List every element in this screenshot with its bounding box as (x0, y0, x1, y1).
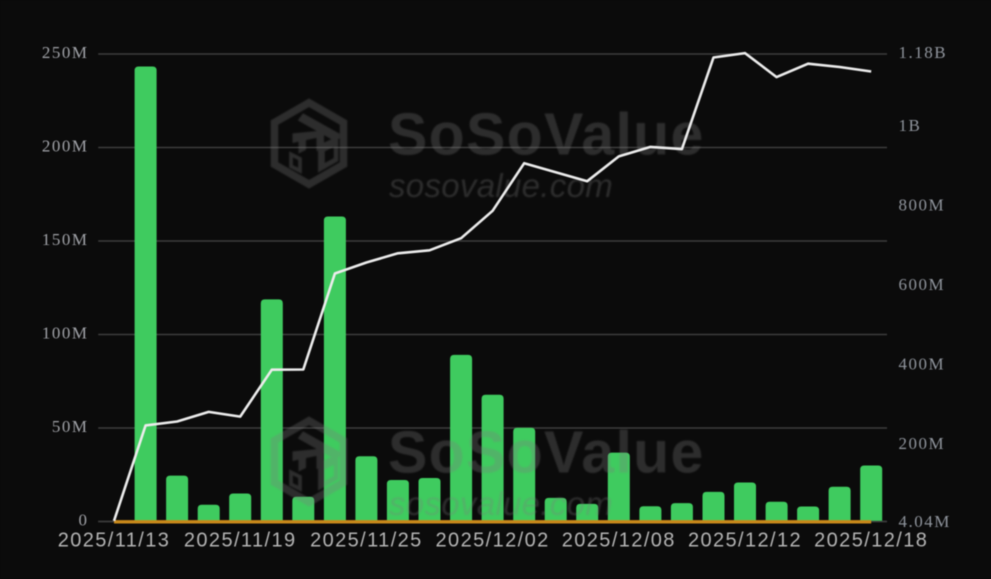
svg-text:2025/12/18: 2025/12/18 (814, 530, 928, 552)
svg-text:0: 0 (79, 511, 89, 530)
svg-text:2025/12/08: 2025/12/08 (562, 530, 676, 552)
svg-text:2025/11/13: 2025/11/13 (58, 530, 171, 552)
svg-text:2025/11/19: 2025/11/19 (184, 530, 297, 552)
svg-text:1B: 1B (899, 116, 922, 135)
svg-text:250M: 250M (42, 43, 89, 62)
svg-text:200M: 200M (899, 434, 946, 453)
svg-text:150M: 150M (42, 230, 89, 249)
svg-text:600M: 600M (899, 275, 946, 294)
svg-text:50M: 50M (52, 417, 89, 436)
svg-text:200M: 200M (42, 137, 89, 156)
svg-text:2025/12/12: 2025/12/12 (688, 530, 802, 552)
svg-text:SoSoValue: SoSoValue (388, 102, 705, 168)
svg-text:2025/12/02: 2025/12/02 (436, 530, 550, 552)
svg-text:2025/11/25: 2025/11/25 (310, 530, 423, 552)
svg-text:100M: 100M (42, 324, 89, 343)
svg-text:400M: 400M (899, 355, 946, 374)
svg-text:1.18B: 1.18B (899, 43, 948, 62)
svg-text:4.04M: 4.04M (899, 512, 951, 531)
svg-text:800M: 800M (899, 196, 946, 215)
